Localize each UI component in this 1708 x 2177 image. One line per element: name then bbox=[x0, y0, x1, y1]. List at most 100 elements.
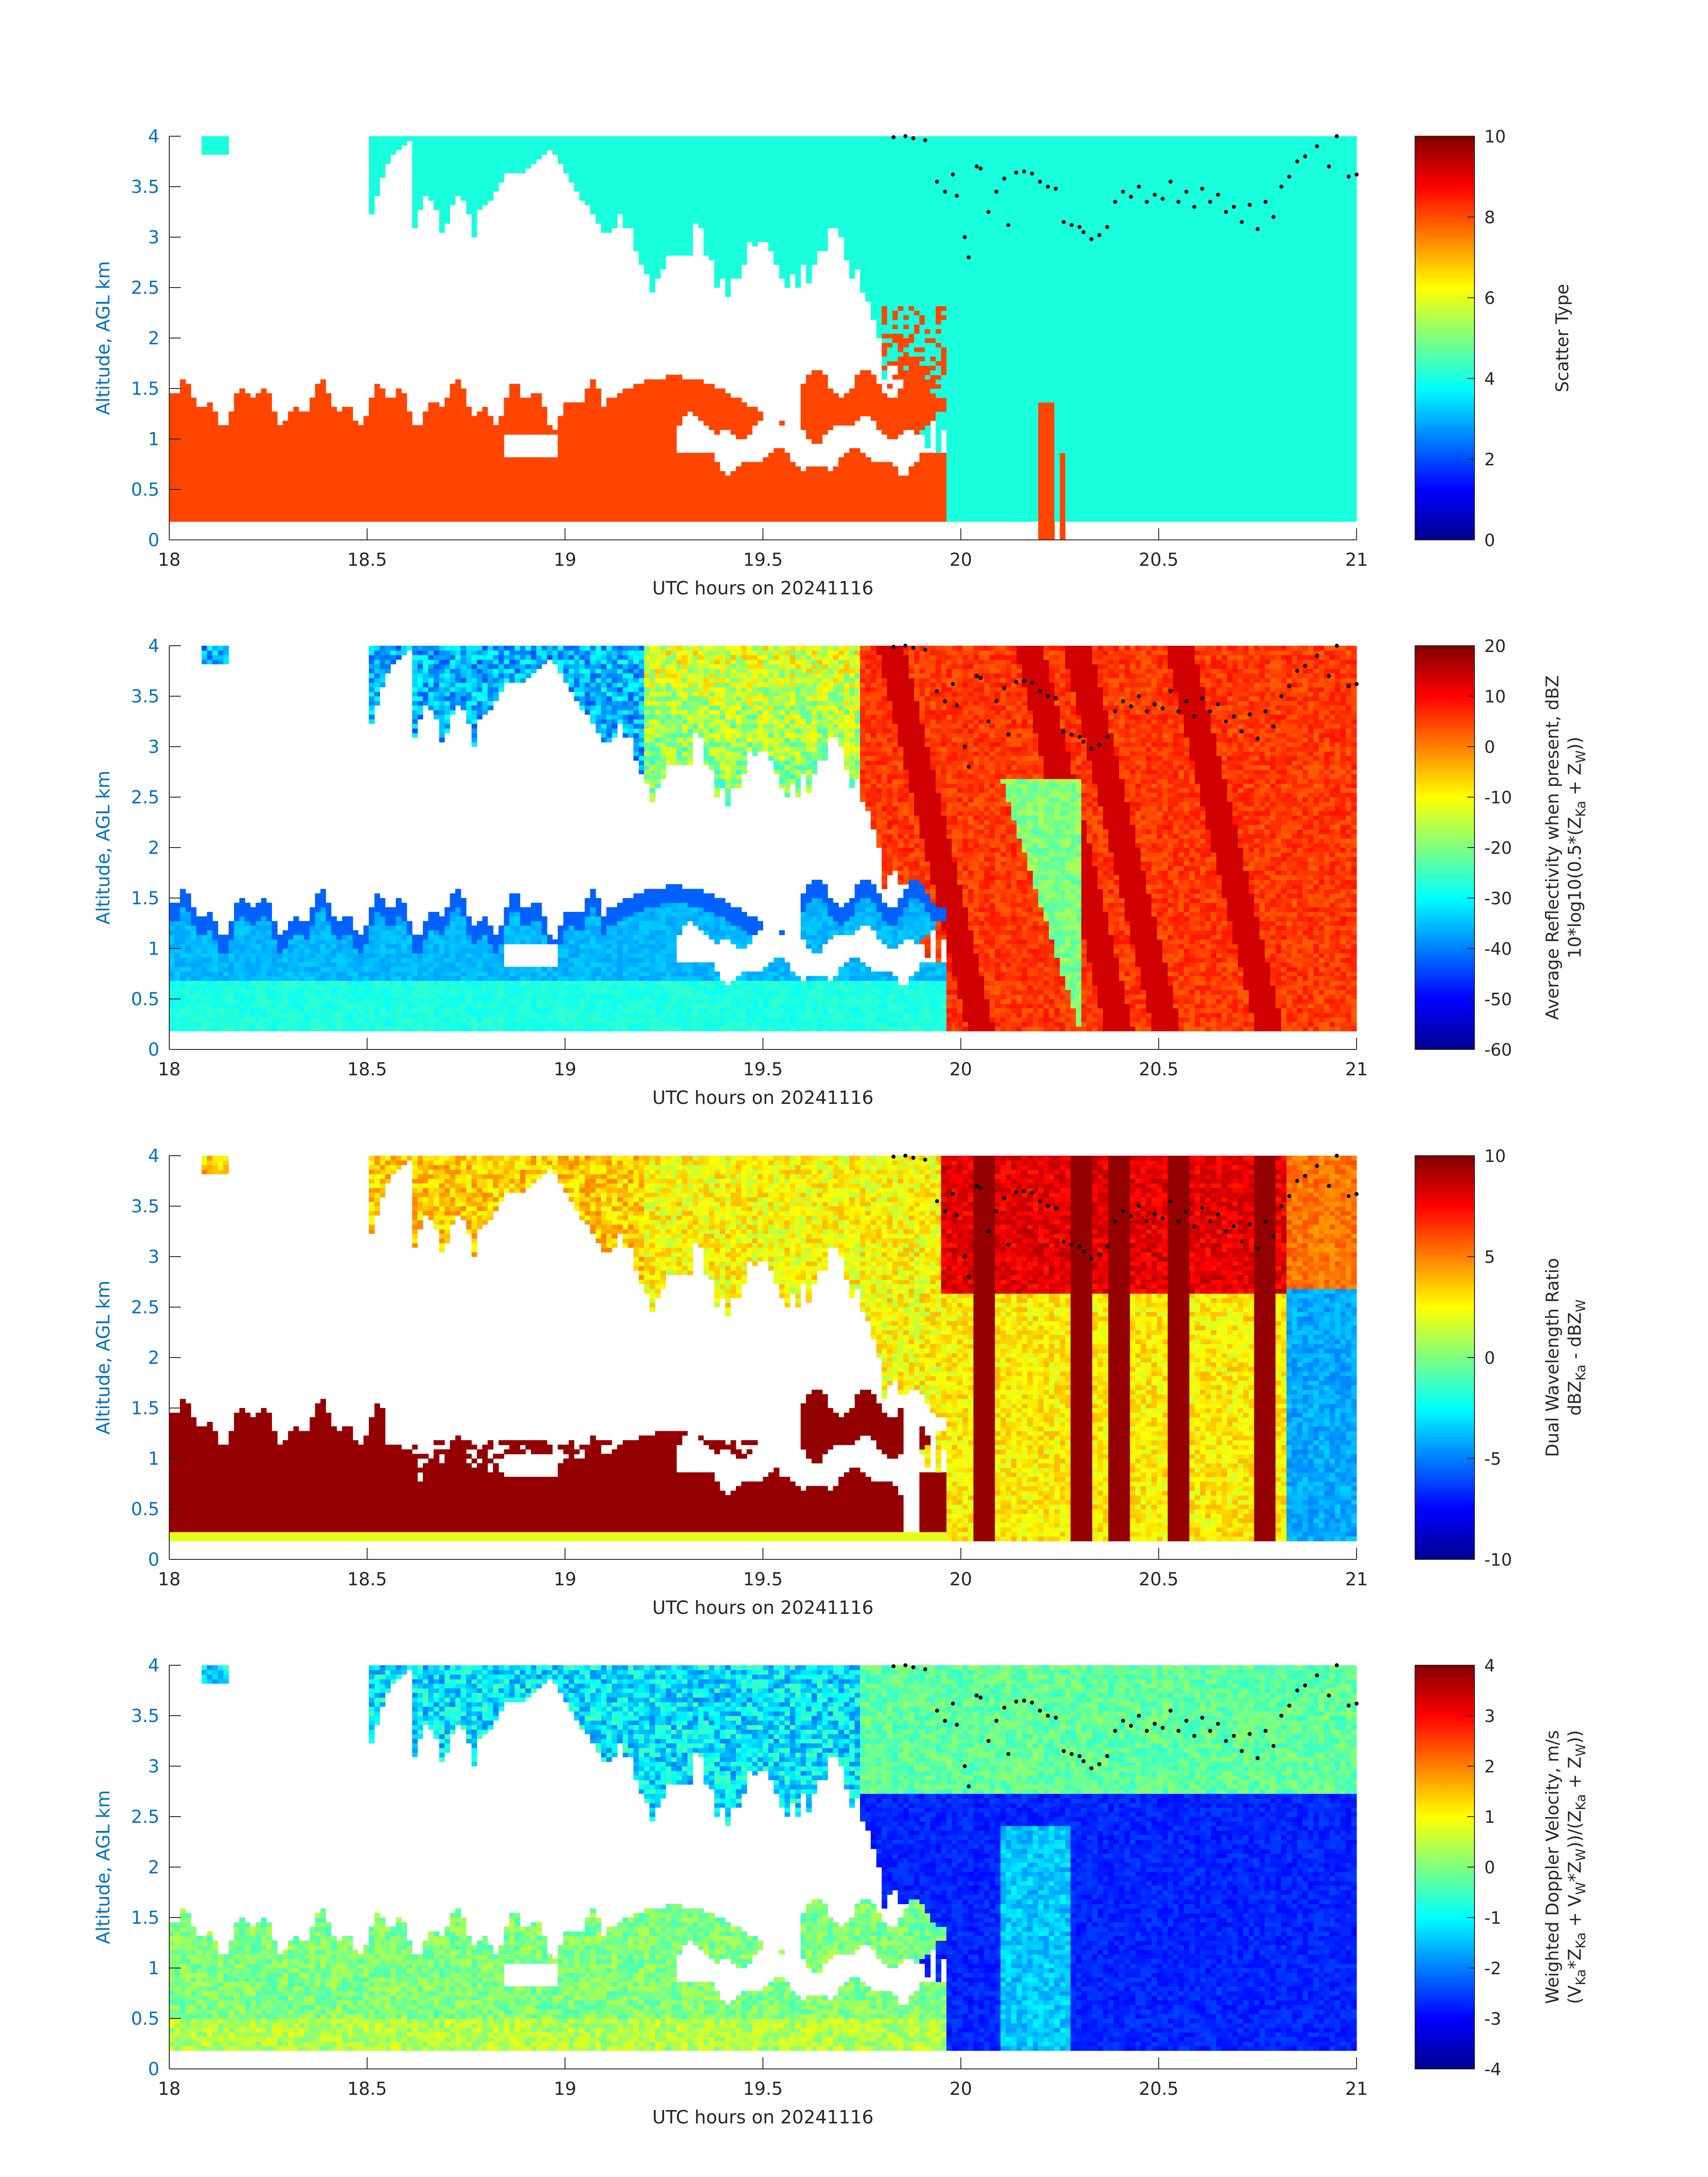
heatmap-cell bbox=[418, 155, 423, 159]
heatmap-cell bbox=[229, 411, 234, 416]
heatmap-cell bbox=[293, 489, 299, 494]
heatmap-cell bbox=[374, 402, 380, 407]
heatmap-cell bbox=[358, 439, 364, 444]
heatmap-cell bbox=[396, 494, 402, 499]
heatmap-cell bbox=[369, 480, 375, 485]
heatmap-cell bbox=[277, 480, 283, 485]
heatmap-cell bbox=[342, 512, 348, 517]
heatmap-cell bbox=[261, 443, 267, 448]
heatmap-cell bbox=[304, 453, 310, 458]
heatmap-cell bbox=[412, 223, 418, 228]
heatmap-cell bbox=[255, 471, 261, 476]
heatmap-cell bbox=[461, 421, 467, 426]
heatmap-cell bbox=[374, 384, 380, 389]
heatmap-cell bbox=[418, 508, 423, 513]
heatmap-cell bbox=[482, 480, 488, 485]
heatmap-cell bbox=[482, 448, 488, 453]
heatmap-cell bbox=[466, 494, 472, 499]
heatmap-cell bbox=[423, 448, 429, 453]
heatmap-cell bbox=[267, 402, 272, 407]
heatmap-cell bbox=[245, 503, 251, 508]
heatmap-cell bbox=[250, 416, 256, 421]
heatmap-cell bbox=[218, 476, 224, 481]
heatmap-cell bbox=[293, 467, 299, 472]
heatmap-cell bbox=[391, 476, 397, 481]
heatmap-cell bbox=[391, 402, 397, 407]
heatmap-cell bbox=[185, 435, 191, 439]
heatmap-cell bbox=[299, 462, 305, 467]
heatmap-cell bbox=[428, 443, 434, 448]
heatmap-cell bbox=[250, 411, 256, 416]
heatmap-cell bbox=[255, 517, 261, 522]
heatmap-cell bbox=[385, 411, 391, 416]
heatmap-cell bbox=[434, 425, 439, 430]
heatmap-cell bbox=[331, 503, 337, 508]
heatmap-cell bbox=[347, 411, 353, 416]
heatmap-cell bbox=[326, 407, 332, 412]
heatmap-cell bbox=[380, 467, 385, 472]
heatmap-cell bbox=[418, 435, 423, 439]
heatmap-cell bbox=[326, 476, 332, 481]
heatmap-cell bbox=[239, 411, 245, 416]
heatmap-cell bbox=[218, 146, 224, 150]
heatmap-cell bbox=[461, 393, 467, 398]
heatmap-cell bbox=[239, 402, 245, 407]
heatmap-cell bbox=[245, 407, 251, 412]
heatmap-cell bbox=[277, 494, 283, 499]
heatmap-cell bbox=[234, 439, 240, 444]
heatmap-cell bbox=[169, 430, 175, 435]
heatmap-cell bbox=[255, 508, 261, 513]
heatmap-cell bbox=[418, 430, 423, 435]
heatmap-cell bbox=[309, 421, 315, 426]
heatmap-cell bbox=[482, 489, 488, 494]
heatmap-cell bbox=[267, 485, 272, 490]
heatmap-cell bbox=[202, 499, 208, 504]
heatmap-cell bbox=[180, 425, 186, 430]
heatmap-cell bbox=[283, 453, 288, 458]
heatmap-cell bbox=[407, 471, 413, 476]
heatmap-cell bbox=[428, 425, 434, 430]
heatmap-cell bbox=[213, 489, 218, 494]
heatmap-cell bbox=[191, 485, 196, 490]
heatmap-cell bbox=[380, 439, 385, 444]
heatmap-cell bbox=[472, 435, 477, 439]
heatmap-cell bbox=[191, 512, 196, 517]
heatmap-cell bbox=[250, 499, 256, 504]
heatmap-cell bbox=[407, 416, 413, 421]
heatmap-cell bbox=[434, 480, 439, 485]
heatmap-cell bbox=[180, 453, 186, 458]
heatmap-cell bbox=[288, 462, 294, 467]
heatmap-cell bbox=[288, 471, 294, 476]
heatmap-cell bbox=[299, 494, 305, 499]
heatmap-cell bbox=[444, 187, 450, 192]
heatmap-cell bbox=[385, 425, 391, 430]
heatmap-cell bbox=[412, 196, 418, 201]
heatmap-cell bbox=[229, 485, 234, 490]
heatmap-cell bbox=[261, 430, 267, 435]
heatmap-cell bbox=[369, 462, 375, 467]
heatmap-cell bbox=[444, 201, 450, 205]
heatmap-cell bbox=[358, 457, 364, 462]
heatmap-cell bbox=[466, 480, 472, 485]
heatmap-cell bbox=[304, 411, 310, 416]
heatmap-cell bbox=[267, 462, 272, 467]
heatmap-cell bbox=[423, 421, 429, 426]
heatmap-cell bbox=[175, 476, 180, 481]
heatmap-cell bbox=[450, 155, 455, 159]
heatmap-cell bbox=[428, 467, 434, 472]
heatmap-cell bbox=[455, 517, 461, 522]
heatmap-cell bbox=[304, 489, 310, 494]
heatmap-cell bbox=[391, 503, 397, 508]
heatmap-cell bbox=[342, 407, 348, 412]
heatmap-cell bbox=[180, 384, 186, 389]
heatmap-cell bbox=[250, 517, 256, 522]
heatmap-cell bbox=[213, 136, 218, 141]
heatmap-cell bbox=[175, 407, 180, 412]
heatmap-cell bbox=[191, 407, 196, 412]
heatmap-cell bbox=[299, 512, 305, 517]
heatmap-cell bbox=[272, 467, 278, 472]
heatmap-cell bbox=[331, 476, 337, 481]
heatmap-cell bbox=[369, 494, 375, 499]
heatmap-cell bbox=[288, 467, 294, 472]
heatmap-cell bbox=[450, 508, 455, 513]
